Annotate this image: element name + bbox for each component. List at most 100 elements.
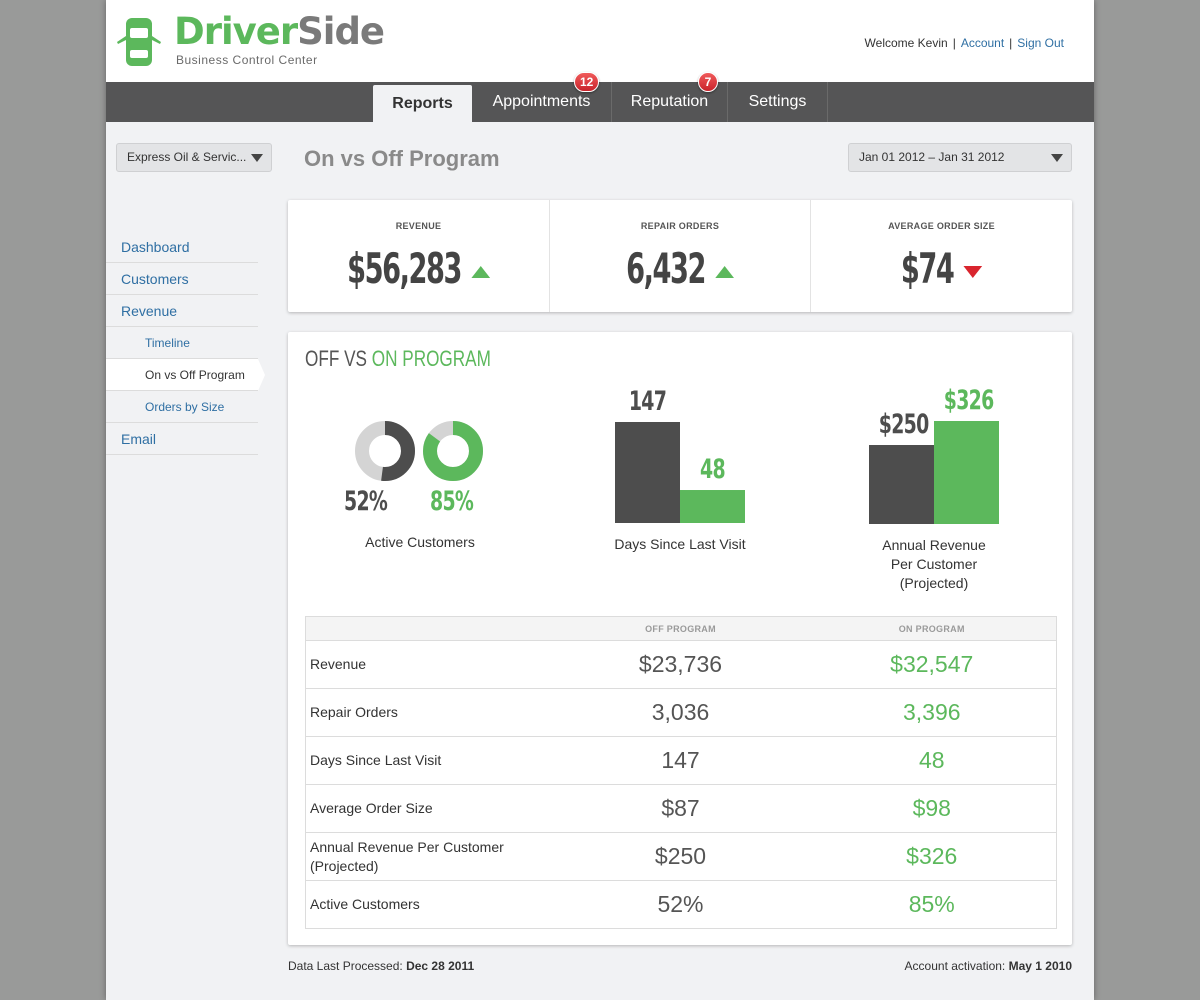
on-program-cell: 3,396 [807, 688, 1057, 737]
page-title: On vs Off Program [304, 146, 500, 171]
off-program-cell: $250 [553, 832, 808, 881]
app-window: DriverSide Business Control Center Welco… [106, 0, 1094, 1000]
off-program-cell: 52% [553, 880, 808, 929]
link-separator: | [1009, 36, 1013, 50]
program-comparison-table: OFF PROGRAM ON PROGRAM Revenue $23,736 $… [305, 616, 1057, 929]
off-program-cell: $87 [553, 784, 808, 833]
table-header-row: OFF PROGRAM ON PROGRAM [305, 616, 1057, 641]
annual-revenue-bar-chart [869, 421, 999, 524]
kpi-repair-orders: REPAIR ORDERS 6,432 [549, 200, 810, 312]
bar-label-off: $250 [878, 409, 930, 440]
bar-label-off: 147 [628, 386, 667, 417]
metric-cell: Average Order Size [305, 784, 554, 833]
notification-badge: 12 [574, 72, 600, 92]
bar-off-program [615, 422, 680, 523]
active-customers-donut-chart [355, 421, 483, 481]
metric-cell: Revenue [305, 640, 554, 689]
revenue-chart-caption: Annual Revenue Per Customer (Projected) [882, 537, 986, 591]
tab-settings[interactable]: Settings [728, 82, 828, 122]
table-row: Repair Orders 3,036 3,396 [305, 688, 1057, 737]
kpi-average-order-size: AVERAGE ORDER SIZE $74 [810, 200, 1072, 312]
sidebar-item-orders-by-size[interactable]: Orders by Size [106, 391, 258, 423]
notification-badge: 7 [698, 72, 718, 92]
donut-caption: Active Customers [365, 534, 475, 550]
kpi-card: REVENUE $56,283 REPAIR ORDERS 6,432 AVER… [288, 200, 1072, 312]
sidebar-nav: Dashboard Customers Revenue Timeline On … [106, 231, 265, 455]
store-select[interactable]: Express Oil & Servic... [116, 143, 272, 172]
program-card-title: OFF VS ON PROGRAM [305, 346, 491, 371]
metric-cell: Active Customers [305, 880, 554, 929]
logo[interactable]: DriverSide Business Control Center [116, 10, 385, 70]
table-header [305, 616, 554, 641]
bar-off-program [869, 445, 934, 524]
sidebar-item-email[interactable]: Email [106, 423, 258, 455]
metric-cell: Annual Revenue Per Customer (Projected) [305, 832, 554, 881]
welcome-text: Welcome Kevin [864, 36, 948, 50]
user-links: Welcome Kevin | Account | Sign Out [865, 36, 1064, 50]
table-row: Active Customers 52% 85% [305, 880, 1057, 929]
sidebar-item-dashboard[interactable]: Dashboard [106, 231, 258, 263]
link-separator: | [952, 36, 956, 50]
table-row: Annual Revenue Per Customer (Projected) … [305, 832, 1057, 881]
sidebar-item-customers[interactable]: Customers [106, 263, 258, 295]
kpi-label: AVERAGE ORDER SIZE [888, 221, 995, 231]
car-logo-icon [117, 18, 161, 66]
kpi-value: 6,432 [586, 244, 773, 293]
brand-name: DriverSide [174, 10, 385, 53]
days-chart-caption: Days Since Last Visit [614, 536, 746, 552]
bar-on-program [680, 490, 745, 523]
trend-up-icon [471, 265, 490, 278]
on-program-cell: 48 [807, 736, 1057, 785]
tab-label: Reputation [630, 93, 709, 110]
store-select-value: Express Oil & Servic... [127, 150, 247, 164]
off-program-cell: 3,036 [553, 688, 808, 737]
trend-up-icon [715, 265, 734, 278]
table-row: Average Order Size $87 $98 [305, 784, 1057, 833]
kpi-value: $74 [848, 244, 1036, 293]
table-row: Days Since Last Visit 147 48 [305, 736, 1057, 785]
on-program-cell: 85% [807, 880, 1057, 929]
program-card: OFF VS ON PROGRAM 52% 85% Active Custome… [288, 332, 1072, 945]
main-nav: Reports Appointments 12 Reputation 7 Set… [106, 72, 1094, 122]
table-header: OFF PROGRAM [553, 616, 808, 641]
kpi-label: REVENUE [395, 221, 442, 231]
trend-down-icon [963, 265, 983, 278]
metric-cell: Repair Orders [305, 688, 554, 737]
kpi-value: $56,283 [325, 244, 513, 293]
donut-slice-on [423, 421, 483, 481]
header: DriverSide Business Control Center Welco… [106, 0, 1094, 82]
sidebar-item-on-vs-off-program[interactable]: On vs Off Program [106, 359, 265, 391]
kpi-revenue: REVENUE $56,283 [288, 200, 549, 312]
sidebar-item-revenue[interactable]: Revenue [106, 295, 258, 327]
on-program-cell: $326 [807, 832, 1057, 881]
off-program-cell: $23,736 [553, 640, 808, 689]
brand-subtitle: Business Control Center [176, 53, 318, 67]
donut-label-on: 85% [430, 486, 474, 517]
sign-out-link[interactable]: Sign Out [1017, 36, 1064, 50]
on-program-cell: $32,547 [807, 640, 1057, 689]
days-since-visit-bar-chart [615, 422, 745, 523]
off-program-cell: 147 [553, 736, 808, 785]
bar-on-program [934, 421, 999, 524]
bar-label-on: $326 [943, 385, 995, 416]
donut-label-off: 52% [344, 486, 388, 517]
chevron-down-icon [251, 154, 263, 162]
date-range-value: Jan 01 2012 – Jan 31 2012 [859, 150, 1005, 164]
bar-label-on: 48 [700, 454, 726, 486]
on-program-cell: $98 [807, 784, 1057, 833]
tab-reports[interactable]: Reports [373, 85, 472, 122]
sidebar-item-timeline[interactable]: Timeline [106, 327, 258, 359]
chevron-down-icon [1051, 154, 1063, 162]
date-range-select[interactable]: Jan 01 2012 – Jan 31 2012 [848, 143, 1072, 172]
metric-cell: Days Since Last Visit [305, 736, 554, 785]
tab-reputation[interactable]: Reputation 7 [612, 72, 728, 122]
tab-appointments[interactable]: Appointments 12 [472, 72, 612, 122]
table-row: Revenue $23,736 $32,547 [305, 640, 1057, 689]
table-header: ON PROGRAM [807, 616, 1057, 641]
account-activation-note: Account activation: May 1 2010 [904, 959, 1072, 973]
tab-label: Appointments [492, 93, 591, 110]
account-link[interactable]: Account [960, 36, 1005, 50]
kpi-label: REPAIR ORDERS [640, 221, 720, 231]
data-processed-note: Data Last Processed: Dec 28 2011 [288, 959, 475, 973]
donut-slice-off [355, 421, 415, 481]
